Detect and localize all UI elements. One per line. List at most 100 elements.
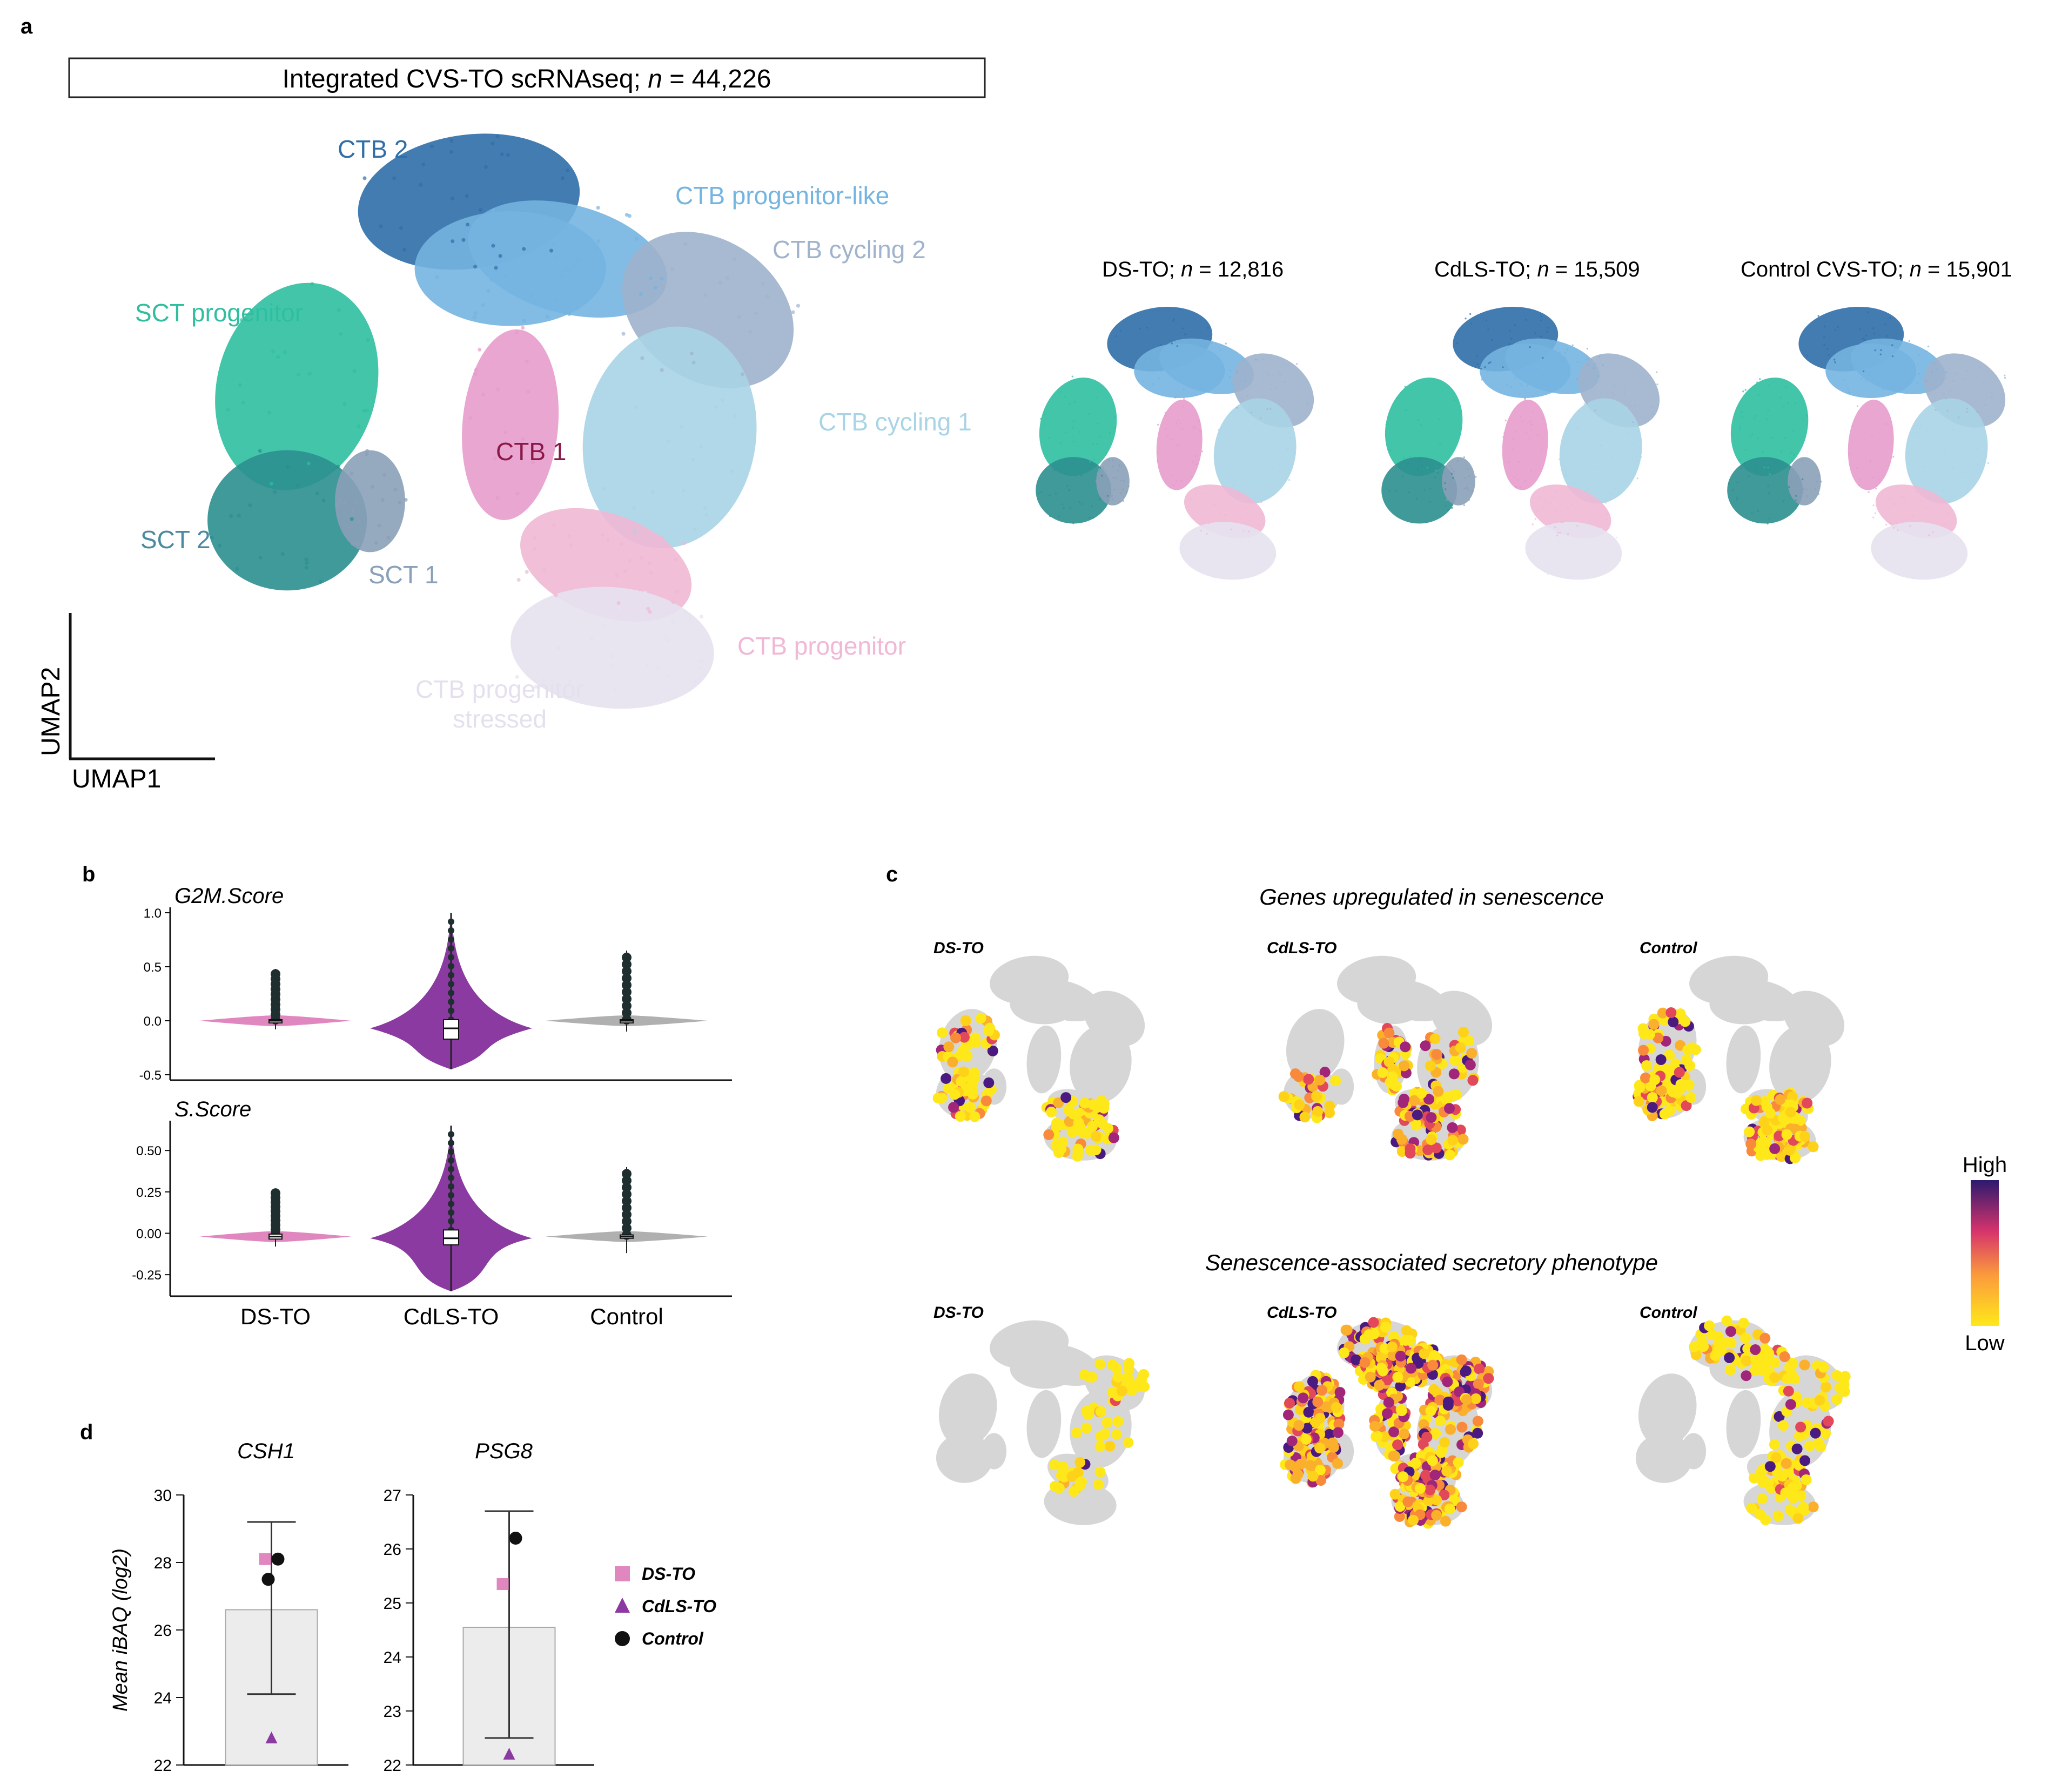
umap-cell-dot <box>1178 376 1180 379</box>
umap-title-n: n <box>648 65 662 93</box>
panel-label-b: b <box>82 863 95 886</box>
umap-cell-dot <box>1079 431 1081 433</box>
umap-cell-dot <box>1610 456 1613 459</box>
umap-cell-dot <box>1259 416 1262 419</box>
umap-cell-dot <box>1656 383 1658 386</box>
umap-cell-dot <box>576 258 580 262</box>
umap-cell-dot <box>1573 482 1575 484</box>
umap-cell-dot <box>1866 371 1869 373</box>
violin-outlier <box>622 1189 632 1200</box>
umap-cluster-ctb-cycling-1 <box>1213 398 1297 504</box>
umap-cell-dot <box>1122 500 1124 502</box>
umap-cell-dot <box>1791 459 1793 462</box>
feature-map-dot <box>1779 1351 1790 1363</box>
umap-cell-dot <box>1471 490 1473 493</box>
umap-cell-dot <box>1590 390 1593 393</box>
umap-cell-dot <box>1153 351 1156 353</box>
umap-cell-dot <box>1869 460 1872 462</box>
violin-outlier <box>448 954 454 961</box>
umap-cell-dot <box>1463 477 1466 479</box>
umap-cell-dot <box>1252 408 1254 410</box>
feature-map-dot <box>1802 1097 1813 1109</box>
bar-point-cdls-to <box>265 1732 278 1743</box>
umap-cell-dot <box>1917 382 1919 384</box>
umap-cell-dot <box>1248 541 1250 543</box>
umap-cell-dot <box>590 636 594 641</box>
feature-map-dot <box>1444 1503 1455 1514</box>
violin-title: G2M.Score <box>174 884 284 908</box>
umap-cell-dot <box>1463 456 1466 459</box>
umap-cell-dot <box>1234 479 1236 481</box>
umap-cell-dot <box>1531 379 1533 381</box>
umap-cell-dot <box>625 293 629 298</box>
umap-cell-dot <box>720 398 725 402</box>
bar-title: PSG8 <box>475 1439 533 1463</box>
umap-cell-dot <box>1287 432 1289 434</box>
umap-cell-dot <box>1943 393 1945 395</box>
umap-cell-dot <box>1521 385 1523 387</box>
feature-map-dot <box>1776 1151 1787 1162</box>
umap-cell-dot <box>1886 335 1889 338</box>
umap-cell-dot <box>1950 389 1952 392</box>
umap-cell-dot <box>1532 411 1534 413</box>
umap-cell-dot <box>1984 403 1986 406</box>
umap-cell-dot <box>1945 398 1947 400</box>
umap-cell-dot <box>633 529 637 534</box>
umap-cell-dot <box>1486 370 1489 373</box>
umap-cell-dot <box>671 600 675 604</box>
umap-cell-dot <box>1918 373 1920 375</box>
umap-cell-dot <box>1547 327 1549 329</box>
bar-ytick-label: 24 <box>154 1689 172 1707</box>
feature-map-dot <box>1383 1056 1395 1068</box>
umap-cell-dot <box>307 372 312 376</box>
violin-box <box>443 1019 459 1040</box>
umap-cell-dot <box>1267 374 1270 376</box>
umap-cell-dot <box>1170 474 1172 476</box>
umap-cell-dot <box>1768 492 1770 494</box>
umap-cell-dot <box>1902 495 1904 497</box>
umap-cell-dot <box>1560 385 1563 387</box>
umap-cell-dot <box>1048 436 1050 439</box>
feature-map-dot <box>1398 1471 1409 1483</box>
bar-ytick-label: 24 <box>384 1649 401 1667</box>
umap-cell-dot <box>1794 474 1797 476</box>
umap-cell-dot <box>1855 368 1857 370</box>
umap-cell-dot <box>1179 422 1181 425</box>
umap-cell-dot <box>657 287 662 292</box>
umap-cell-dot <box>1782 500 1784 502</box>
feature-map-dot <box>1405 1143 1416 1155</box>
umap-cell-dot <box>1872 358 1874 360</box>
umap-cell-dot <box>1935 367 1937 370</box>
umap-cell-dot <box>1576 361 1579 363</box>
umap-cell-dot <box>1872 379 1874 381</box>
umap-cell-dot <box>1798 481 1801 483</box>
umap-cluster-ctb-1 <box>1848 400 1894 490</box>
umap-cell-dot <box>1623 388 1626 391</box>
feature-map-dot <box>1668 1016 1679 1028</box>
feature-map-dot <box>1386 1341 1398 1352</box>
umap-cell-dot <box>1863 339 1866 341</box>
umap-cell-dot <box>337 308 341 312</box>
feature-map-dot <box>1402 1496 1414 1507</box>
umap-cell-dot <box>1751 433 1754 436</box>
umap-cell-dot <box>1225 342 1227 345</box>
colorbar-high: High <box>1963 1153 2007 1177</box>
umap-cluster-ctb-progenitor-like <box>1134 343 1225 398</box>
umap-cell-dot <box>1241 458 1244 461</box>
feature-map-dot <box>932 1093 944 1104</box>
umap-cell-dot <box>1583 402 1586 405</box>
feature-map-dot <box>1311 1090 1322 1102</box>
violin-outlier <box>622 1001 632 1011</box>
umap-cluster-sct-2 <box>1381 457 1457 524</box>
subset-title-cdls-n: n <box>1537 258 1549 281</box>
feature-map-dot <box>1455 1042 1466 1053</box>
umap-cell-dot <box>1615 536 1618 539</box>
feature-map-dot <box>1060 1092 1072 1103</box>
umap-cell-dot <box>1896 522 1898 524</box>
umap-cell-dot <box>1618 421 1620 424</box>
umap-cell-dot <box>737 315 741 319</box>
umap-cell-dot <box>1738 459 1741 461</box>
violin-outlier <box>448 1148 454 1155</box>
umap-cell-dot <box>596 206 600 210</box>
umap-cell-dot <box>1593 367 1595 369</box>
